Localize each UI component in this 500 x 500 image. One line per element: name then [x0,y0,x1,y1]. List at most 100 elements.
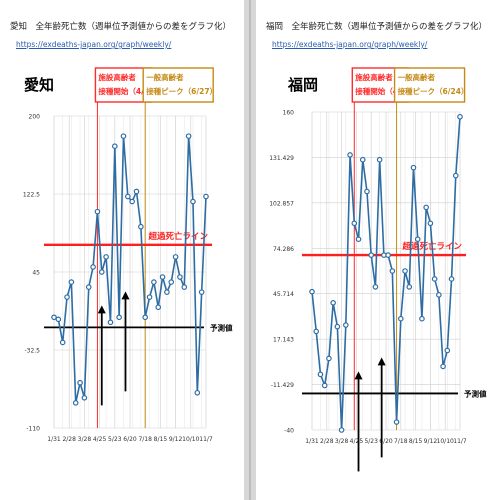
data-point [452,172,459,179]
annotation-vaccination-peak-frame [142,67,214,103]
data-point [423,204,429,211]
right-chart-panel: 福岡 全年齢死亡数（週単位予測値からの差をグラフ化） https://exdea… [256,0,500,500]
annotation-vaccination-start-text: 接種開始（4/12） [98,86,161,96]
data-point [94,208,101,215]
x-tick-label: 2/28 [320,438,334,445]
data-point [72,400,79,406]
data-point [77,379,83,386]
grid [53,115,207,429]
data-point [146,294,153,300]
x-tick-label: 5/23 [364,438,378,445]
grid [311,111,461,431]
y-tick-label: -40 [284,428,294,435]
y-tick-label: 45.714 [273,291,294,298]
data-point [133,188,140,195]
data-point [444,347,451,354]
data-point [98,269,105,275]
data-point [334,323,341,330]
annotation-vaccination-peak-frame [393,67,466,103]
data-point [120,133,127,139]
data-point [431,276,438,282]
data-point [440,363,446,370]
data-point [326,355,332,362]
y-tick-label: 17.143 [273,337,294,344]
annotation-vaccination-start-text: 接種開始（4/12） [355,86,418,96]
x-tick-label: 11/7 [199,436,213,443]
chart-source-link[interactable]: https://exdeaths-japan.org/graph/weekly/ [16,40,172,49]
data-point [372,284,379,290]
data-point [116,314,122,321]
data-point [59,339,66,346]
y-tick-label: 74.286 [273,246,294,253]
data-point [343,322,349,328]
y-tick-label: 131.429 [269,155,294,162]
data-point [112,143,118,149]
data-point [181,284,188,290]
left-line-chart: 200 122.5 45 -32.5 -110 1/31 2/28 3/28 4/25 5/23 6… [23,67,233,443]
y-tick-label: -110 [26,426,40,433]
data-point [190,198,196,205]
data-point [198,289,205,295]
data-point [436,292,442,298]
data-point [351,220,358,227]
x-tick-label: 10/10 [437,438,454,445]
data-point [317,371,324,378]
x-tick-label: 6/20 [379,438,393,445]
data-point [364,188,370,195]
data-point [103,254,109,260]
excess-death-line-label: 超過死亡ライン [147,231,208,242]
data-point [385,252,391,258]
chart-header-title: 愛知 全年齢死亡数（週単位予測値からの差をグラフ化） [10,22,232,32]
arrow-head [121,291,130,300]
data-point [51,314,57,321]
data-point [309,288,315,295]
data-point [398,315,404,322]
annotation-vaccination-peak-text: 接種ピーク（6/27） [146,86,217,96]
data-point [355,236,362,243]
data-point [347,152,353,158]
data-point [414,236,421,243]
data-point [427,220,434,227]
x-tick-label: 4/25 [93,436,107,443]
arrow-head [377,357,386,366]
data-point [321,382,328,389]
data-point [85,284,92,290]
data-point [164,289,170,295]
x-tick-label: 9/12 [424,438,438,445]
data-point [194,389,201,396]
data-point [64,294,70,300]
prediction-line-label: 予測値 [210,322,233,332]
annotation-vaccination-peak-text: 一般高齢者 [146,72,184,82]
data-point [203,193,209,200]
x-tick-label: 1/31 [305,438,319,445]
data-point [107,319,114,326]
annotation-vaccination-peak-text: 接種ピーク（6/24） [398,86,469,96]
x-tick-label: 5/23 [108,436,122,443]
data-point [330,299,336,306]
data-point [393,419,400,425]
data-point [68,279,75,285]
x-tick-label: 2/28 [62,436,76,443]
data-point [138,223,144,230]
x-tick-label: 7/18 [394,438,408,445]
x-tick-label: 10/10 [182,436,199,443]
data-point [168,279,175,285]
data-point [81,395,88,401]
y-tick-label: 122.5 [23,192,40,199]
data-point [129,198,135,205]
chart-header-title: 福岡 全年齢死亡数（週単位予測値からの差をグラフ化） [266,22,488,32]
data-point [457,113,463,120]
arrow-head [354,371,363,380]
y-tick-label: 102.857 [269,200,294,207]
data-point [90,264,96,270]
annotation-vaccination-peak-text: 一般高齢者 [398,72,436,82]
data-point [155,304,162,311]
data-point [177,274,183,280]
data-point [142,314,149,321]
data-point [359,156,366,163]
x-tick-label: 1/31 [47,436,61,443]
data-point [338,427,345,433]
data-point [389,268,396,274]
chart-source-link[interactable]: https://exdeaths-japan.org/graph/weekly/ [272,40,428,49]
